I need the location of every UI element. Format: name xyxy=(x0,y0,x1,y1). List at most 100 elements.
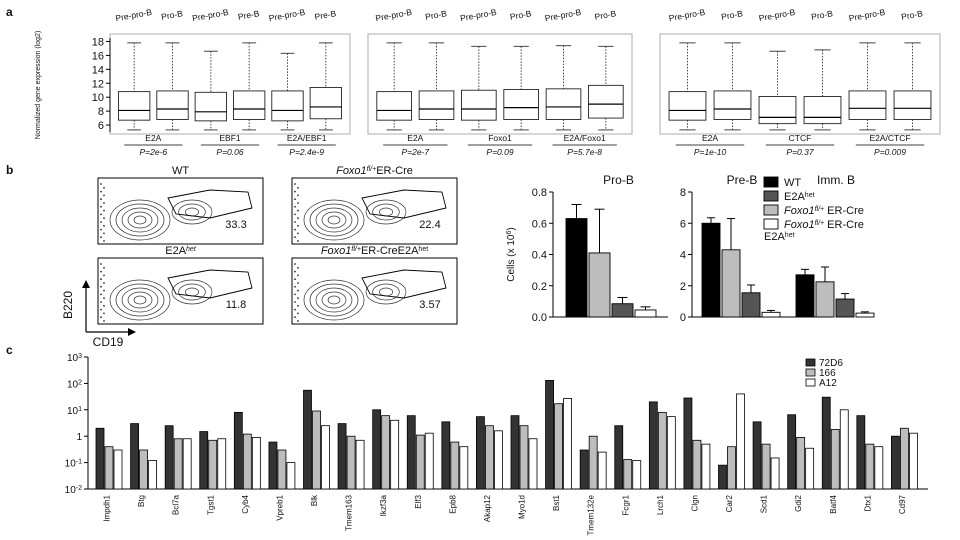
box-label: Pro-B xyxy=(594,8,617,22)
flow-contour-main xyxy=(127,291,153,309)
flow-plot-frame xyxy=(97,177,264,245)
flow-gate-value: 3.57 xyxy=(419,299,440,311)
flow-event-dot xyxy=(294,263,296,265)
flow-contour-main xyxy=(133,215,147,225)
bar xyxy=(839,409,849,490)
box-label: Pre-pro-B xyxy=(544,7,582,23)
probar-ytick-label: 0.6 xyxy=(532,218,547,230)
flow-event-dot xyxy=(103,232,105,235)
bar xyxy=(821,396,831,490)
flow-event-dot xyxy=(100,278,102,281)
bar xyxy=(623,459,633,490)
panel-c-ytick-label: 10-1 xyxy=(65,458,82,470)
flow-contour-secondary xyxy=(171,199,213,225)
flow-contour-secondary xyxy=(178,283,206,301)
flow-contour-main xyxy=(309,203,359,237)
box-label: Pro-B xyxy=(424,8,447,22)
bar xyxy=(554,403,563,490)
panel-c-ytick-label: 101 xyxy=(67,405,82,417)
box xyxy=(848,90,887,120)
flow-ylabel: B220 xyxy=(61,291,75,319)
flow-event-dot xyxy=(103,274,105,277)
bar xyxy=(372,409,382,490)
panel-c-category-label: Tmem132e xyxy=(587,494,596,535)
panel-c-category-label: Myo1d xyxy=(518,495,527,519)
bar xyxy=(701,222,721,318)
box xyxy=(758,96,797,125)
bar xyxy=(485,425,494,490)
box-label: Pre-pro-B xyxy=(268,7,306,23)
bar xyxy=(519,425,529,490)
flow-event-dot xyxy=(103,240,105,242)
panel-a-ytick-label: 14 xyxy=(92,64,104,76)
comparison-p-value: P=2e-6 xyxy=(140,147,168,157)
prebar-ytick-label: 6 xyxy=(680,218,686,230)
panel-c-category-label: Elf3 xyxy=(414,494,423,508)
comparison-label: E2A xyxy=(702,133,718,143)
bar xyxy=(494,430,503,490)
box xyxy=(309,86,343,120)
comparison-p-value: P=2e-7 xyxy=(402,147,430,157)
box-label: Pre-pro-B xyxy=(115,7,153,23)
flow-event-dot xyxy=(294,301,296,303)
bar xyxy=(795,274,815,318)
bar xyxy=(312,410,321,490)
flow-contour-secondary xyxy=(171,279,213,305)
comparison-p-value: P=0.37 xyxy=(786,147,813,157)
bar xyxy=(741,292,761,318)
bar xyxy=(856,415,866,490)
panel-a-ytick-label: 12 xyxy=(92,78,104,90)
flow-event-dot xyxy=(297,304,299,307)
flow-contour-main xyxy=(327,295,341,305)
flow-contour-main xyxy=(303,199,365,241)
comparison-p-value: P=5.7e-8 xyxy=(567,147,602,157)
bar xyxy=(761,443,771,490)
panel-a-ytick-label: 8 xyxy=(98,106,104,118)
flow-event-dot xyxy=(103,289,105,292)
bar xyxy=(424,432,434,490)
panel-a-frame-2 xyxy=(659,33,941,135)
bar xyxy=(286,462,296,490)
legend-label-line2: E2Ahet xyxy=(764,231,795,243)
panel-c-category-label: Blk xyxy=(310,494,319,506)
box-label: Pre-pro-B xyxy=(375,7,413,23)
bar xyxy=(614,425,624,490)
bar xyxy=(865,443,875,490)
flow-xlabel: CD19 xyxy=(93,335,124,349)
flow-event-dot xyxy=(103,224,105,227)
legend-label: 166 xyxy=(819,368,836,379)
flow-event-dot xyxy=(103,202,105,204)
bar xyxy=(563,398,572,490)
flow-contour-main xyxy=(115,203,165,237)
prebar-ytick-label: 2 xyxy=(680,281,686,293)
flow-event-dot xyxy=(100,198,102,201)
bar xyxy=(634,309,657,318)
flow-event-dot xyxy=(297,224,299,227)
bar xyxy=(459,446,469,490)
flow-event-dot xyxy=(294,228,296,231)
flow-event-dot xyxy=(100,263,102,265)
box-label: Pre-B xyxy=(314,8,337,22)
flow-event-dot xyxy=(297,217,299,220)
panel-a-frame-1 xyxy=(367,33,633,135)
flow-event-dot xyxy=(100,221,102,223)
bar xyxy=(182,438,192,490)
flow-gate-value: 11.8 xyxy=(226,299,247,311)
panel-c-category-label: Car2 xyxy=(725,494,734,512)
flow-gate-value: 33.3 xyxy=(225,219,246,231)
prebar-ytick-label: 4 xyxy=(680,250,686,262)
legend-label: 72D6 xyxy=(819,358,843,369)
legend-label: A12 xyxy=(819,378,837,389)
legend-label: Foxo1fl/+ ER-Cre xyxy=(784,205,864,217)
flow-contour-main xyxy=(315,207,353,233)
bar xyxy=(346,435,356,490)
box-label: Pre-pro-B xyxy=(459,7,497,23)
panel-b-bar-charts: 0.0 0.2 0.4 0.6 0.8 Cells (x 106) Pro-B 0 2 4 6 8 Pr… xyxy=(506,173,875,324)
legend-swatch xyxy=(763,218,779,230)
flow-contour-main xyxy=(109,279,171,321)
bar xyxy=(321,425,330,490)
bar xyxy=(718,464,727,490)
bar xyxy=(701,443,711,490)
panel-c-ytick-label: 102 xyxy=(67,379,82,391)
box xyxy=(713,90,752,120)
